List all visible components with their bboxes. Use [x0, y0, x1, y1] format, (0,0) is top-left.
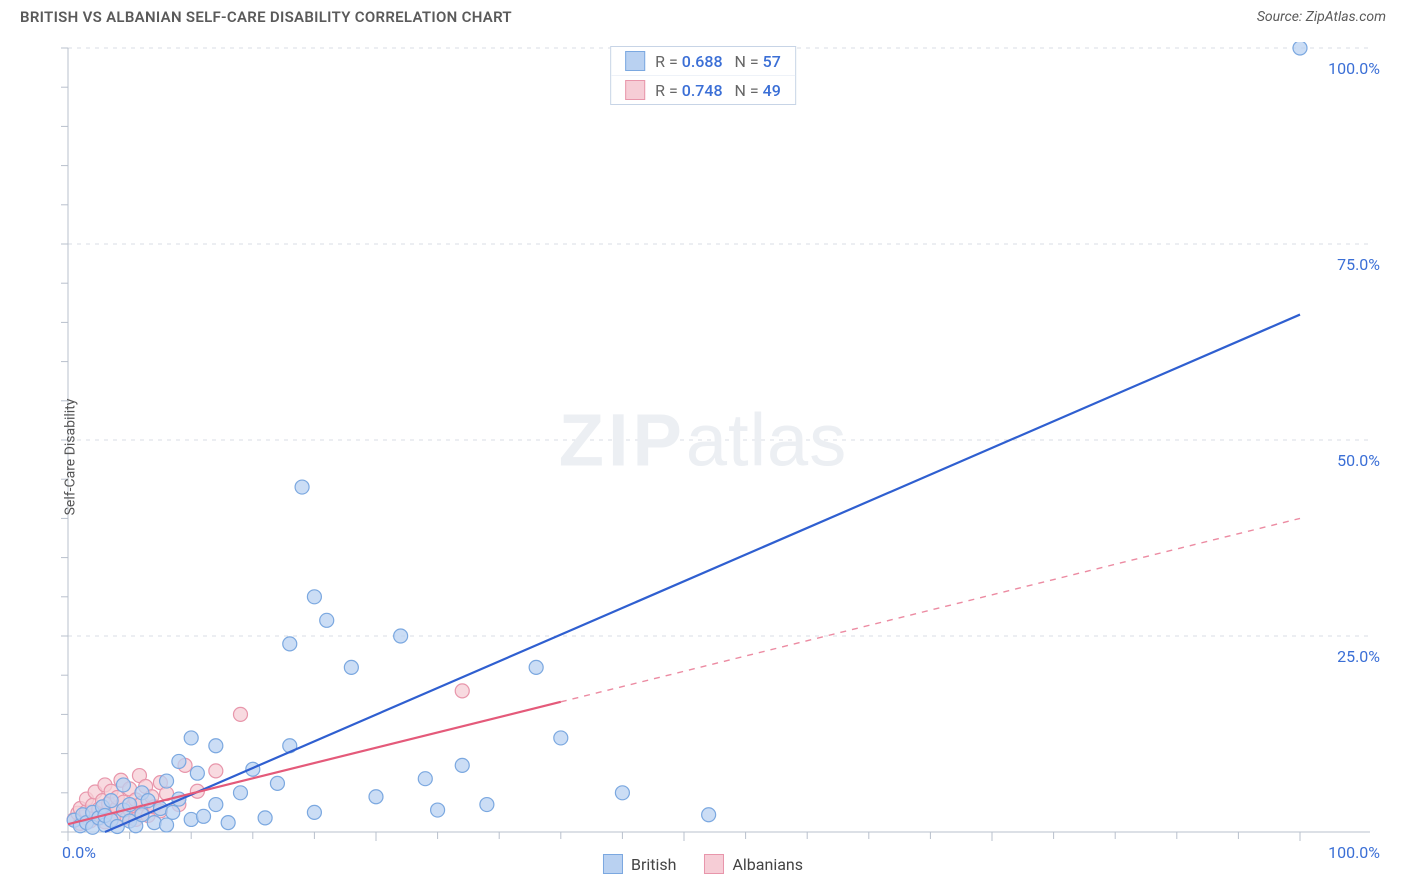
y-axis-label: Self-Care Disability — [62, 399, 78, 516]
legend-label: Albanians — [732, 855, 803, 874]
legend-row: R = 0.688 N = 57 — [611, 47, 795, 75]
legend-row: R = 0.748 N = 49 — [611, 75, 795, 104]
chart-container: Self-Care Disability ZIPatlas 25.0%50.0%… — [20, 42, 1386, 872]
legend-item: Albanians — [704, 854, 803, 874]
svg-text:25.0%: 25.0% — [1337, 647, 1380, 666]
chart-title: BRITISH VS ALBANIAN SELF-CARE DISABILITY… — [20, 8, 512, 26]
svg-text:0.0%: 0.0% — [62, 843, 96, 862]
svg-text:50.0%: 50.0% — [1337, 451, 1380, 470]
legend-swatch — [625, 51, 645, 71]
legend-stats: R = 0.688 N = 57 — [655, 52, 781, 71]
legend-swatch — [704, 854, 724, 874]
legend-swatch — [625, 80, 645, 100]
legend-label: British — [631, 855, 676, 874]
svg-text:100.0%: 100.0% — [1328, 843, 1380, 862]
source-label: Source: ZipAtlas.com — [1257, 9, 1386, 25]
legend-stats: R = 0.748 N = 49 — [655, 81, 781, 100]
legend-item: British — [603, 854, 676, 874]
scatter-plot: 25.0% 50.0% 75.0% 100.0% 0.0% 100.0% — [20, 42, 1386, 872]
correlation-legend: R = 0.688 N = 57 R = 0.748 N = 49 — [610, 46, 796, 105]
series-legend: British Albanians — [603, 854, 803, 874]
svg-text:75.0%: 75.0% — [1337, 255, 1380, 274]
svg-text:100.0%: 100.0% — [1328, 59, 1380, 78]
legend-swatch — [603, 854, 623, 874]
